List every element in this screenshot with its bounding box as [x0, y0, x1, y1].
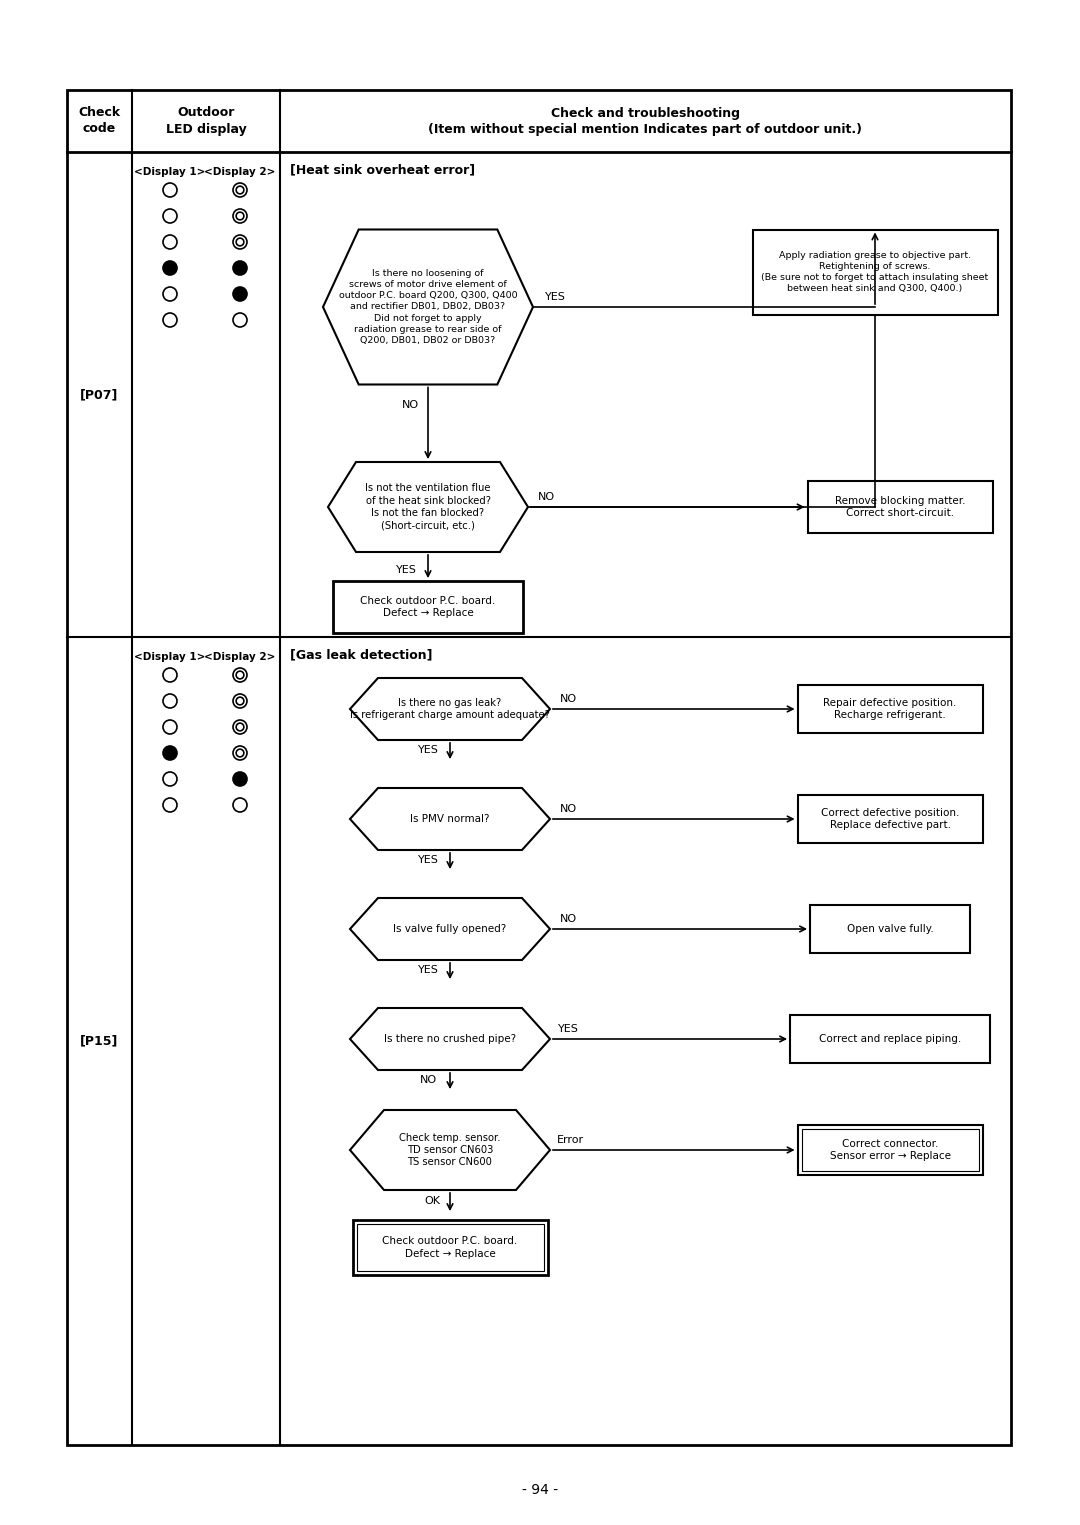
Text: YES: YES [418, 746, 438, 755]
Text: Open valve fully.: Open valve fully. [847, 924, 933, 933]
Text: Remove blocking matter.
Correct short-circuit.: Remove blocking matter. Correct short-ci… [835, 496, 966, 518]
Circle shape [163, 772, 177, 785]
Circle shape [163, 668, 177, 682]
Text: Is there no loosening of
screws of motor drive element of
outdoor P.C. board Q20: Is there no loosening of screws of motor… [339, 270, 517, 345]
Circle shape [233, 694, 247, 708]
Circle shape [237, 723, 244, 730]
Text: Repair defective position.
Recharge refrigerant.: Repair defective position. Recharge refr… [823, 698, 957, 720]
Circle shape [163, 287, 177, 300]
Text: YES: YES [418, 965, 438, 974]
Circle shape [233, 720, 247, 734]
Text: - 94 -: - 94 - [522, 1482, 558, 1498]
Circle shape [163, 746, 177, 759]
Bar [801, 1128, 978, 1171]
Circle shape [233, 261, 247, 274]
Circle shape [163, 694, 177, 708]
Polygon shape [328, 462, 528, 552]
Text: NO: NO [559, 913, 577, 924]
Bar [356, 1225, 543, 1270]
Polygon shape [350, 1008, 550, 1071]
Text: YES: YES [544, 291, 566, 302]
Circle shape [163, 209, 177, 223]
Circle shape [233, 235, 247, 249]
Text: Error: Error [556, 1135, 583, 1145]
Bar [789, 1016, 990, 1063]
Text: [Heat sink overheat error]: [Heat sink overheat error] [291, 163, 475, 177]
Bar [797, 685, 983, 734]
Text: <Display 2>: <Display 2> [204, 168, 275, 177]
Circle shape [233, 798, 247, 811]
Text: Check
code: Check code [79, 107, 121, 136]
Circle shape [233, 313, 247, 326]
Bar [797, 795, 983, 843]
Bar [333, 581, 523, 633]
Polygon shape [350, 679, 550, 740]
Circle shape [233, 668, 247, 682]
Text: Is there no crushed pipe?: Is there no crushed pipe? [383, 1034, 516, 1045]
Text: NO: NO [402, 400, 419, 410]
Bar [808, 480, 993, 534]
Polygon shape [350, 788, 550, 849]
Circle shape [233, 183, 247, 197]
Text: Correct and replace piping.: Correct and replace piping. [819, 1034, 961, 1045]
Text: Is valve fully opened?: Is valve fully opened? [393, 924, 507, 933]
Text: NO: NO [559, 694, 577, 705]
Circle shape [237, 749, 244, 756]
Text: Check and troubleshooting
(Item without special mention Indicates part of outdoo: Check and troubleshooting (Item without … [429, 107, 863, 136]
Text: YES: YES [395, 564, 417, 575]
Polygon shape [323, 229, 534, 384]
Text: OK: OK [424, 1196, 440, 1206]
Text: Check outdoor P.C. board.
Defect → Replace: Check outdoor P.C. board. Defect → Repla… [361, 596, 496, 618]
Circle shape [233, 287, 247, 300]
Text: YES: YES [557, 1023, 579, 1034]
Circle shape [163, 313, 177, 326]
Bar [797, 1125, 983, 1174]
Text: Is there no gas leak?
Is refrigerant charge amount adequate?: Is there no gas leak? Is refrigerant cha… [350, 698, 550, 720]
Circle shape [237, 212, 244, 220]
Bar [753, 229, 998, 314]
Text: Check temp. sensor.
TD sensor CN603
TS sensor CN600: Check temp. sensor. TD sensor CN603 TS s… [400, 1133, 501, 1168]
Text: NO: NO [559, 804, 577, 814]
Text: [P15]: [P15] [80, 1034, 119, 1048]
Bar [810, 904, 970, 953]
Polygon shape [350, 1110, 550, 1190]
Text: <Display 2>: <Display 2> [204, 653, 275, 662]
Circle shape [233, 746, 247, 759]
Text: <Display 1>: <Display 1> [134, 168, 205, 177]
Circle shape [233, 209, 247, 223]
Bar [67, 90, 1011, 1446]
Circle shape [163, 261, 177, 274]
Circle shape [237, 238, 244, 246]
Circle shape [237, 671, 244, 679]
Text: Is not the ventilation flue
of the heat sink blocked?
Is not the fan blocked?
(S: Is not the ventilation flue of the heat … [365, 483, 490, 531]
Text: Apply radiation grease to objective part.
Retightening of screws.
(Be sure not t: Apply radiation grease to objective part… [761, 250, 988, 293]
Circle shape [233, 772, 247, 785]
Circle shape [163, 720, 177, 734]
Text: [Gas leak detection]: [Gas leak detection] [291, 648, 432, 662]
Text: [P07]: [P07] [80, 387, 119, 401]
Text: NO: NO [538, 493, 554, 502]
Text: NO: NO [419, 1075, 436, 1084]
Text: YES: YES [418, 856, 438, 865]
Text: <Display 1>: <Display 1> [134, 653, 205, 662]
Circle shape [163, 798, 177, 811]
Circle shape [163, 235, 177, 249]
Text: Correct defective position.
Replace defective part.: Correct defective position. Replace defe… [821, 808, 959, 830]
Circle shape [237, 697, 244, 705]
Text: Is PMV normal?: Is PMV normal? [410, 814, 489, 824]
Text: Check outdoor P.C. board.
Defect → Replace: Check outdoor P.C. board. Defect → Repla… [382, 1237, 517, 1258]
Circle shape [163, 183, 177, 197]
Text: Correct connector.
Sensor error → Replace: Correct connector. Sensor error → Replac… [829, 1139, 950, 1161]
Text: Outdoor
LED display: Outdoor LED display [165, 107, 246, 136]
Circle shape [237, 186, 244, 194]
Bar [352, 1220, 548, 1275]
Polygon shape [350, 898, 550, 961]
